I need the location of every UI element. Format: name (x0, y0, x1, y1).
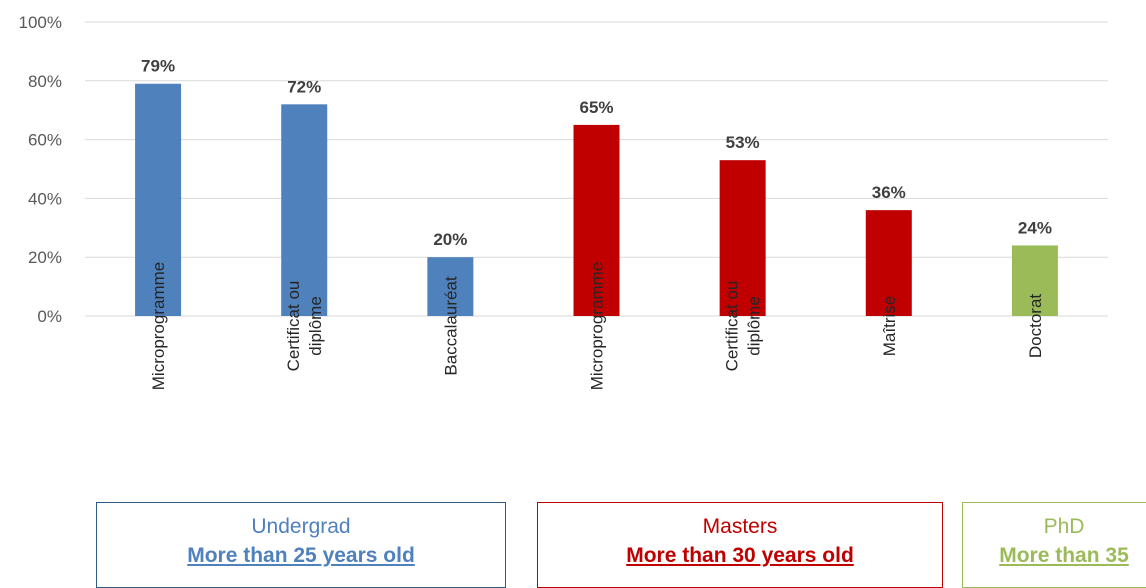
bar (719, 160, 766, 316)
phd-title: PhD (1043, 515, 1085, 538)
category-label-line: Baccalauréat (441, 276, 460, 376)
category-label-line: Doctorat (1026, 294, 1045, 359)
category-label-line: Certificat ou (723, 281, 742, 372)
bar-chart: 0% 20% 40% 60% 80% 100% 79% Microprogramme 72% Ce… (19, 13, 1108, 390)
bar (865, 210, 912, 316)
undergrad-group-box: Undergrad More than 25 years old (96, 502, 506, 588)
value-label: 65% (579, 98, 613, 117)
masters-group-box: Masters More than 30 years old (537, 502, 943, 588)
y-tick-label: 60% (28, 131, 62, 150)
value-label: 24% (1018, 218, 1052, 237)
bar (573, 124, 620, 317)
bar (281, 104, 328, 316)
masters-title: Masters (702, 515, 778, 538)
value-label: 53% (726, 133, 760, 152)
value-label: 72% (287, 77, 321, 96)
category-label: Baccalauréat (441, 276, 460, 376)
category-label-line: diplôme (306, 296, 325, 356)
category-label-line: Maîtrise (880, 296, 899, 356)
undergrad-subtitle: More than 25 years old (187, 544, 415, 567)
category-label: Maîtrise (880, 296, 899, 356)
category-label-line: diplôme (745, 296, 764, 356)
bar (427, 257, 474, 316)
category-label: Microprogramme (149, 262, 168, 390)
category-label: Microprogramme (588, 262, 607, 390)
phd-subtitle: More than 35 (999, 544, 1129, 567)
bar (135, 83, 182, 317)
category-label-line: Microprogramme (588, 262, 607, 390)
bar (1011, 245, 1058, 316)
y-tick-label: 80% (28, 72, 62, 91)
phd-group-box: PhD More than 35 (962, 502, 1146, 588)
category-label-line: Microprogramme (149, 262, 168, 390)
value-label: 36% (872, 183, 906, 202)
category-label-line: Certificat ou (284, 281, 303, 372)
y-tick-label: 40% (28, 189, 62, 208)
value-label: 20% (433, 230, 467, 249)
y-tick-label: 20% (28, 248, 62, 267)
category-label: Certificat ou diplôme (723, 281, 764, 372)
category-label: Doctorat (1026, 294, 1045, 359)
y-tick-label: 100% (19, 13, 62, 32)
masters-subtitle: More than 30 years old (626, 544, 854, 567)
value-label: 79% (141, 57, 175, 76)
y-tick-label: 0% (37, 307, 62, 326)
category-label: Certificat ou diplôme (284, 281, 325, 372)
undergrad-title: Undergrad (251, 515, 351, 538)
